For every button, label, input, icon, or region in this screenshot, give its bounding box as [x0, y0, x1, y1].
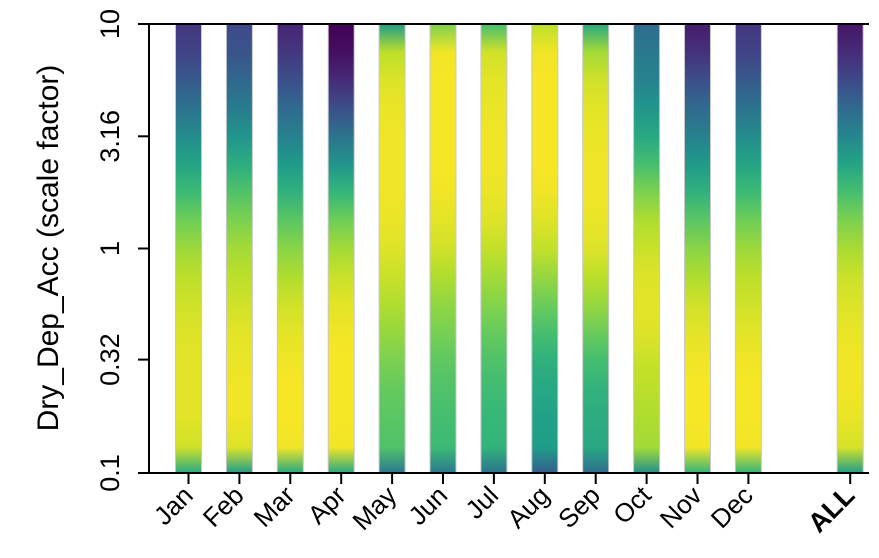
- density-bar-all: [836, 23, 864, 474]
- density-bar-mar: [276, 23, 304, 474]
- x-tick-label-jan: Jan: [148, 480, 199, 531]
- x-tick-label-may: May: [346, 480, 402, 536]
- density-bar-jun: [429, 23, 457, 474]
- density-bar-jul: [480, 23, 508, 474]
- x-tick-label-oct: Oct: [607, 479, 657, 529]
- y-tick-label: 0.32: [95, 333, 125, 386]
- density-bar-jan: [175, 23, 202, 474]
- density-bar-sep: [582, 23, 610, 474]
- x-tick-label-dec: Dec: [705, 480, 759, 534]
- y-tick-label: 10: [95, 9, 125, 39]
- x-tick-label-mar: Mar: [248, 480, 301, 533]
- density-bar-may: [378, 23, 406, 474]
- x-tick-label-sep: Sep: [552, 480, 606, 534]
- density-bar-dec: [734, 23, 762, 474]
- x-tick-label-nov: Nov: [654, 480, 708, 534]
- x-tick-label-aug: Aug: [501, 480, 555, 534]
- x-tick-label-feb: Feb: [197, 480, 250, 533]
- y-axis-ticks: 0.1 0.32 1 3.16 10: [95, 9, 149, 492]
- y-axis-title: Dry_Dep_Acc (scale factor): [32, 65, 65, 432]
- y-tick-label: 1: [95, 241, 125, 256]
- x-tick-label-all: ALL: [802, 480, 860, 538]
- x-tick-label-jul: Jul: [459, 480, 504, 525]
- x-tick-label-apr: Apr: [302, 480, 352, 530]
- density-bar-aug: [531, 23, 559, 474]
- density-bar-apr: [327, 23, 355, 474]
- density-bars: [175, 23, 864, 474]
- y-tick-label: 0.1: [95, 454, 125, 492]
- density-bar-feb: [225, 23, 253, 474]
- y-tick-label: 3.16: [95, 110, 125, 163]
- density-bar-oct: [633, 23, 661, 474]
- density-bar-nov: [684, 23, 711, 474]
- x-tick-label-jun: Jun: [402, 480, 453, 531]
